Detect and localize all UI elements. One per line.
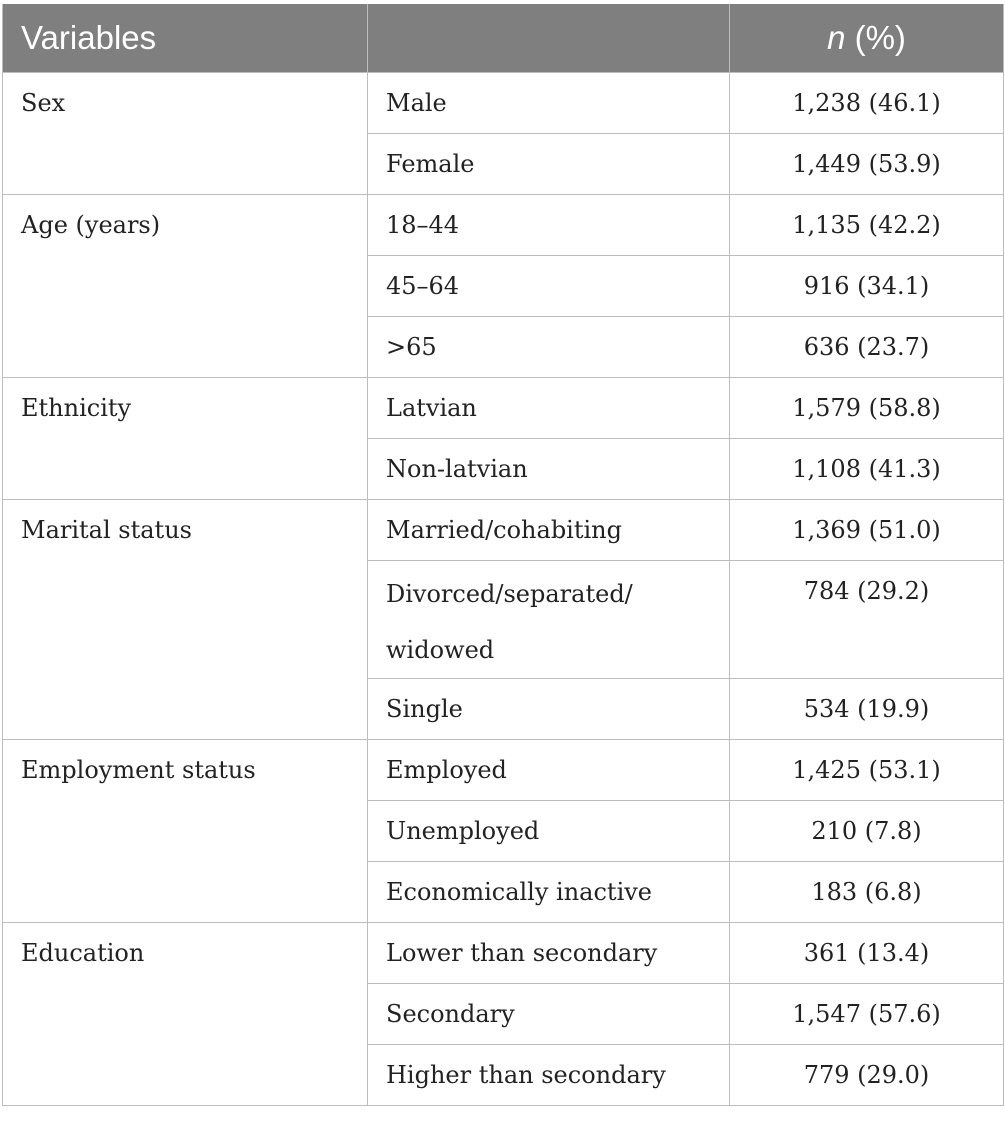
- variable-cell: Age (years): [2, 194, 368, 378]
- category-cell: Lower than secondary: [367, 922, 730, 984]
- variable-cell: Education: [2, 922, 368, 1106]
- variable-cell: Sex: [2, 72, 368, 195]
- value-cell: 1,369 (51.0): [729, 499, 1004, 561]
- category-cell: Employed: [367, 739, 730, 801]
- table-body: Sex Male 1,238 (46.1) Female 1,449 (53.9…: [2, 72, 1004, 1106]
- category-cell: Secondary: [367, 983, 730, 1045]
- header-percent: (%): [845, 19, 906, 56]
- value-cell: 1,579 (58.8): [729, 377, 1004, 439]
- category-cell: Married/cohabiting: [367, 499, 730, 561]
- header-row: Variables n (%): [2, 4, 1004, 73]
- category-cell: 18–44: [367, 194, 730, 256]
- table-row: Education Lower than secondary 361 (13.4…: [2, 922, 1004, 1106]
- value-cell: 1,108 (41.3): [729, 438, 1004, 500]
- header-n: n: [827, 19, 846, 56]
- category-cell: Non-latvian: [367, 438, 730, 500]
- value-cell: 183 (6.8): [729, 861, 1004, 923]
- category-cell: Latvian: [367, 377, 730, 439]
- category-cell: Economically inactive: [367, 861, 730, 923]
- table-header: Variables n (%): [2, 4, 1004, 73]
- value-cell: 784 (29.2): [729, 560, 1004, 679]
- table-row: Marital status Married/cohabiting 1,369 …: [2, 499, 1004, 740]
- table-row: Female 1,449 (53.9): [3, 133, 1004, 195]
- value-cell: 210 (7.8): [729, 800, 1004, 862]
- value-cell: 534 (19.9): [729, 678, 1004, 740]
- value-cell: 1,449 (53.9): [729, 133, 1004, 195]
- demographics-table: Variables n (%) Sex Male 1,238 (46.1) Fe…: [2, 4, 1004, 1106]
- table-row: Employment status Employed 1,425 (53.1): [2, 739, 1004, 923]
- value-cell: 1,547 (57.6): [729, 983, 1004, 1045]
- category-cell: 45–64: [367, 255, 730, 317]
- category-cell: Male: [367, 72, 730, 134]
- category-cell: Female: [367, 133, 730, 195]
- table-row: Ethnicity Latvian 1,579 (58.8): [2, 377, 1004, 500]
- value-cell: 916 (34.1): [729, 255, 1004, 317]
- category-cell: Single: [367, 678, 730, 740]
- table-row: Secondary 1,547 (57.6): [3, 983, 1004, 1045]
- category-cell: Unemployed: [367, 800, 730, 862]
- category-cell: Higher than secondary: [367, 1044, 730, 1106]
- table-row: Economically inactive 183 (6.8): [3, 861, 1004, 923]
- table-row: Divorced/separated/ widowed 784 (29.2): [3, 560, 1004, 679]
- value-cell: 1,238 (46.1): [729, 72, 1004, 134]
- variable-cell: Marital status: [2, 499, 368, 740]
- table-row: Sex Male 1,238 (46.1): [2, 72, 1004, 195]
- category-cell: >65: [367, 316, 730, 378]
- table-row: Age (years) 18–44 1,135 (42.2): [2, 194, 1004, 378]
- header-category: [367, 4, 730, 73]
- variable-cell: Ethnicity: [2, 377, 368, 500]
- value-cell: 1,425 (53.1): [729, 739, 1004, 801]
- variable-cell: Employment status: [2, 739, 368, 923]
- value-cell: 636 (23.7): [729, 316, 1004, 378]
- header-variables: Variables: [2, 4, 368, 73]
- category-cell: Divorced/separated/ widowed: [367, 560, 730, 679]
- value-cell: 779 (29.0): [729, 1044, 1004, 1106]
- table-row: Single 534 (19.9): [3, 678, 1004, 740]
- value-cell: 361 (13.4): [729, 922, 1004, 984]
- table-row: Higher than secondary 779 (29.0): [3, 1044, 1004, 1106]
- table-row: Unemployed 210 (7.8): [3, 800, 1004, 862]
- value-cell: 1,135 (42.2): [729, 194, 1004, 256]
- header-n-percent: n (%): [729, 4, 1004, 73]
